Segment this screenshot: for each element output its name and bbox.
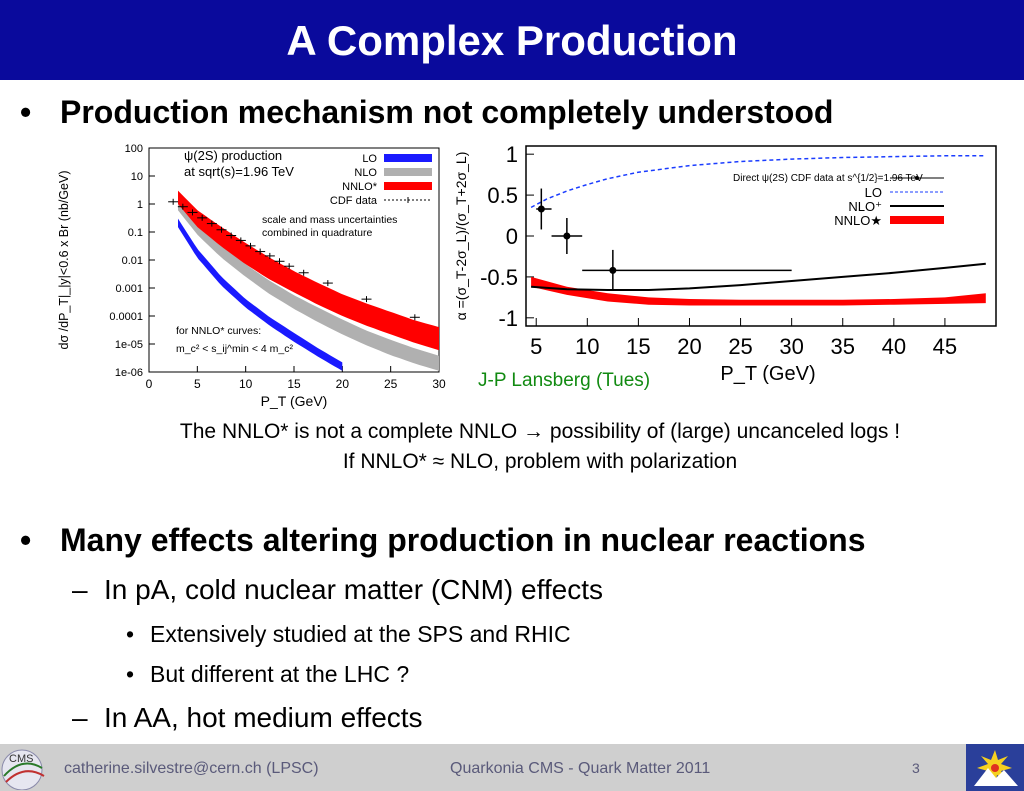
x-tick-label: 15 [287,377,301,391]
band-nlo [178,199,439,371]
cms-logo-text: CMS [9,753,33,765]
note-line: combined in quadrature [262,227,372,239]
sub-sub-item-lhc-text: But different at the LHC ? [150,661,410,687]
x-tick-label: 0 [146,377,153,391]
bullet-dot: • [20,94,32,130]
x-tick-label: 10 [575,334,599,359]
footer-bar: CMS catherine.silvestre@cern.ch (LPSC) Q… [0,744,1024,791]
note-line: scale and mass uncertainties [262,214,397,226]
x-tick-label: 25 [728,334,752,359]
sub-sub-item-lhc: • But different at the LHC ? [126,661,410,688]
line-nlo-plus [531,262,986,291]
y-tick-label: -1 [498,306,518,331]
y-tick-label: 0 [506,224,518,249]
dash-marker: – [72,702,88,733]
annotation-line: ψ(2S) production [184,148,282,163]
band-nnlo-star [178,190,439,351]
legend-swatch [890,216,944,224]
y-tick-label: 0.5 [487,183,518,208]
cdf-point [563,232,571,240]
y-tick-label: 1 [137,199,143,211]
sub-item-aa-text: In AA, hot medium effects [104,702,423,733]
slide-title: A Complex Production [0,0,1024,80]
sub-item-aa: – In AA, hot medium effects [72,702,423,734]
x-tick-label: 25 [384,377,398,391]
legend-data-swatch-dot [915,176,919,180]
band-lo [178,218,343,371]
x-tick-label: 30 [779,334,803,359]
chart-polarization: 1 0.5 0 -0.5 -1 5 10 15 20 25 30 35 40 45 Direct ψ(2S)… [453,142,997,385]
x-tick-label: 30 [432,377,446,391]
page-number: 3 [912,760,920,776]
legend-label: NNLO* [342,181,378,193]
legend-title: Direct ψ(2S) CDF data at s^{1/2}=1.96 Te… [733,173,923,184]
legend-label: LO [362,153,377,165]
dash-marker: – [72,574,88,605]
legend-label: NNLO★ [834,213,882,228]
sub-sub-item-sps: • Extensively studied at the SPS and RHI… [126,621,571,648]
annotation-line: at sqrt(s)=1.96 TeV [184,164,294,179]
bullet-dot: • [126,621,135,647]
bullet-dot: • [20,522,32,558]
footer-email: catherine.silvestre@cern.ch (LPSC) [64,760,319,777]
sub-item-pa: – In pA, cold nuclear matter (CNM) effec… [72,574,603,606]
credit-label: J-P Lansberg (Tues) [478,370,651,391]
x-axis-title: P_T (GeV) [261,393,328,409]
bullet-dot: • [126,661,135,687]
cms-logo: CMS [1,749,45,790]
x-tick-label: 45 [933,334,957,359]
x-axis-title: P_T (GeV) [720,363,815,385]
legend-label: NLO⁺ [848,199,882,214]
y-tick-label: 1 [506,142,518,167]
legend-label: CDF data [330,195,378,207]
sub-sub-item-sps-text: Extensively studied at the SPS and RHIC [150,621,571,647]
bullet-nuclear: • Many effects altering production in nu… [20,522,866,559]
y-tick-label: 0.001 [115,283,143,295]
band-nnlo-star [531,276,986,306]
legend-swatch [384,168,432,176]
bullet-production: • Production mechanism not completely un… [20,94,834,131]
x-tick-label: 20 [677,334,701,359]
x-tick-label: 20 [336,377,350,391]
y-tick-label: 1e-06 [115,367,143,379]
legend-swatch [384,182,432,190]
y-axis-title: α =(σ_T-2σ_L)/(σ_T+2σ_L) [453,152,469,321]
y-tick-label: 0.0001 [109,311,143,323]
cdf-point [537,205,545,213]
y-tick-label: 100 [125,143,143,155]
note-line-1: The NNLO* is not a complete NNLO → possi… [179,420,901,443]
x-tick-label: 15 [626,334,650,359]
y-axis-title: dσ /dP_T|_|y|<0.6 x Br (nb/GeV) [57,171,71,350]
legend-label: NLO [354,167,377,179]
x-tick-label: 10 [239,377,253,391]
legend-label: LO [865,185,882,200]
lpsc-logo [966,744,1024,791]
y-tick-label: 0.01 [122,255,143,267]
sub-item-pa-text: In pA, cold nuclear matter (CNM) effects [104,574,603,605]
footnote-line: m_c² < s_ij^min < 4 m_c² [176,343,293,355]
x-tick-label: 40 [882,334,906,359]
footnote-line: for NNLO* curves: [176,325,261,337]
legend-swatch [384,154,432,162]
y-tick-label: 10 [131,171,143,183]
line-lo [530,155,986,209]
x-tick-label: 35 [830,334,854,359]
x-tick-label: 5 [530,334,542,359]
bullet-nuclear-text: Many effects altering production in nucl… [60,522,866,558]
bullet-production-text: Production mechanism not completely unde… [60,94,834,130]
footer-conference: Quarkonia CMS - Quark Matter 2011 [450,760,711,777]
cdf-point [609,266,617,274]
x-tick-label: 5 [194,377,201,391]
note-line-2: If NNLO* ≈ NLO, problem with polarizatio… [342,450,738,473]
y-tick-label: 0.1 [128,227,143,239]
y-tick-label: 1e-05 [115,339,143,351]
chart-cross-section: 100 10 1 0.1 0.01 0.001 0.0001 1e-05 1e-060 5 10 15… [57,143,446,409]
y-tick-label: -0.5 [480,265,518,290]
